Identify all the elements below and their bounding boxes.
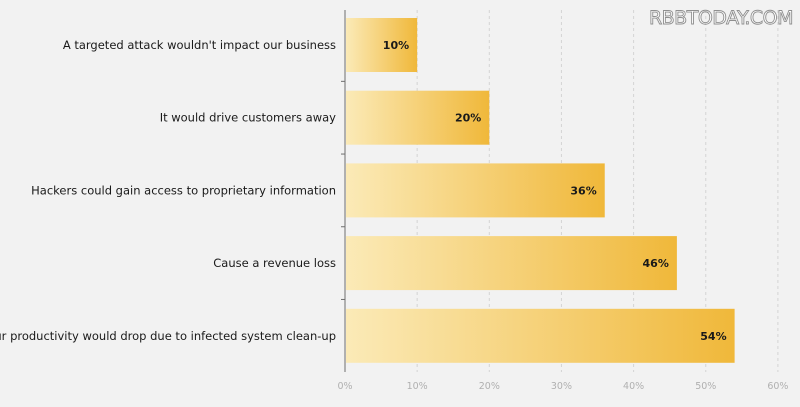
value-label: 36%	[570, 184, 596, 197]
x-tick-label: 50%	[695, 381, 716, 392]
bar	[346, 90, 490, 145]
watermark-text: RBBTODAY.COM	[649, 7, 793, 29]
x-tick-label: 60%	[767, 381, 788, 392]
category-labels: A targeted attack wouldn't impact our bu…	[0, 38, 336, 343]
bar	[346, 308, 735, 363]
x-tick-label: 10%	[407, 381, 428, 392]
bars	[341, 18, 735, 363]
x-tick-label: 40%	[623, 381, 644, 392]
x-tick-label: 30%	[551, 381, 572, 392]
value-label: 54%	[700, 330, 726, 343]
value-labels: 10% 20% 36% 46% 54%	[383, 39, 727, 343]
value-label: 46%	[643, 257, 669, 270]
category-label: Cause a revenue loss	[213, 256, 336, 270]
category-label: A targeted attack wouldn't impact our bu…	[63, 38, 336, 52]
bar	[346, 18, 418, 72]
value-label: 10%	[383, 39, 409, 52]
category-label: Our productivity would drop due to infec…	[0, 329, 336, 343]
value-label: 20%	[455, 112, 481, 125]
x-tick-label: 0%	[337, 381, 352, 392]
category-label: Hackers could gain access to proprietary…	[31, 183, 336, 197]
category-label: It would drive customers away	[160, 111, 336, 125]
x-tick-label: 20%	[479, 381, 500, 392]
bar	[346, 236, 677, 291]
bar	[346, 163, 605, 218]
x-tick-labels: 0% 10% 20% 30% 40% 50% 60%	[337, 381, 788, 392]
